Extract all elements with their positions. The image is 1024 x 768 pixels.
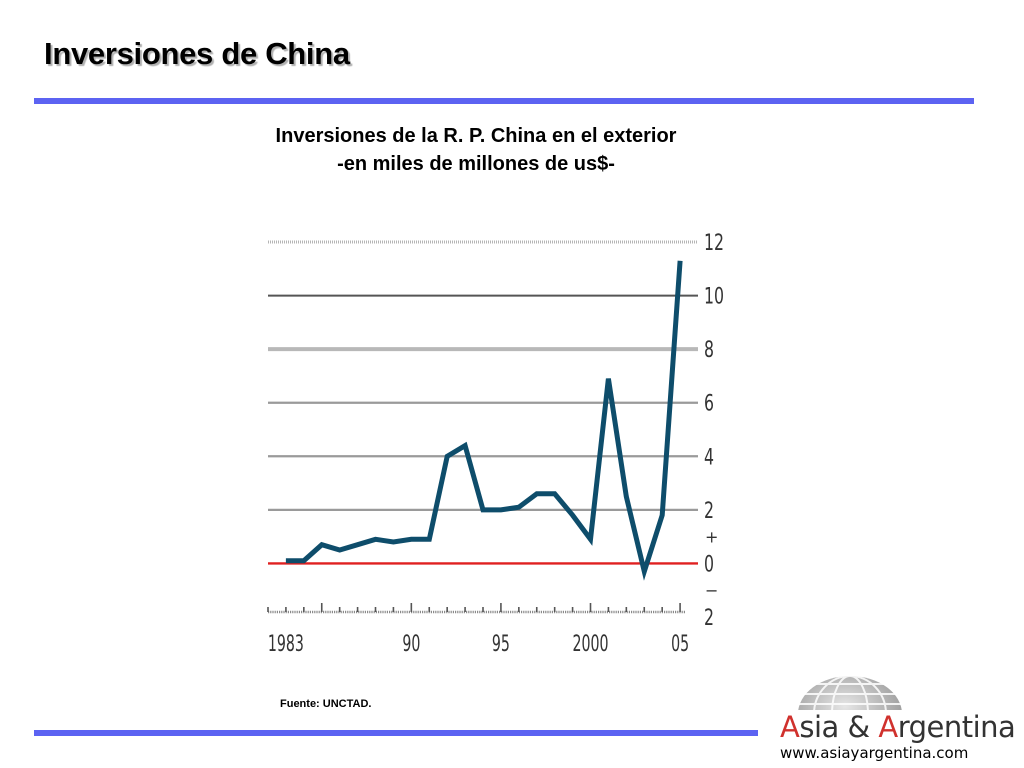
y-minus-sign: − xyxy=(705,581,718,600)
logo-wordmark: Asia & Argentina xyxy=(780,710,1016,744)
globe-icon xyxy=(798,675,902,710)
y-tick-label-0: 0 xyxy=(704,552,714,577)
x-tick-label-2000: 2000 xyxy=(573,632,609,657)
slide-title: Inversiones de China xyxy=(44,36,350,71)
y-tick-label-4: 4 xyxy=(704,445,714,470)
y-tick-label-2: 2 xyxy=(704,499,714,524)
x-tick-label-05: 05 xyxy=(671,632,689,657)
line-chart: 1983 90 95 2000 05 12 10 8 6 4 2 0 2 + − xyxy=(267,231,724,657)
chart-title: Inversiones de la R. P. China en el exte… xyxy=(176,122,776,178)
y-plus-sign: + xyxy=(705,528,718,547)
y-tick-label-10: 10 xyxy=(704,285,724,310)
x-tick-label-95: 95 xyxy=(492,632,510,657)
y-tick-label-6: 6 xyxy=(704,392,714,417)
asia-argentina-logo: Asia & Argentina www.asiayargentina.com xyxy=(770,672,1016,768)
top-divider xyxy=(34,98,974,104)
x-tick-label-1983: 1983 xyxy=(268,632,304,657)
bottom-divider xyxy=(34,730,758,736)
source-note: Fuente: UNCTAD. xyxy=(280,698,372,710)
logo-url: www.asiayargentina.com xyxy=(780,744,969,762)
chart-title-line-1: Inversiones de la R. P. China en el exte… xyxy=(275,125,677,147)
x-tick-label-90: 90 xyxy=(402,632,420,657)
y-tick-label-12: 12 xyxy=(704,231,724,256)
y-tick-label--2: 2 xyxy=(704,606,714,631)
series-line-0 xyxy=(285,260,683,581)
y-tick-label-8: 8 xyxy=(704,338,714,363)
chart-title-line-2: -en miles de millones de us$- xyxy=(337,153,615,175)
